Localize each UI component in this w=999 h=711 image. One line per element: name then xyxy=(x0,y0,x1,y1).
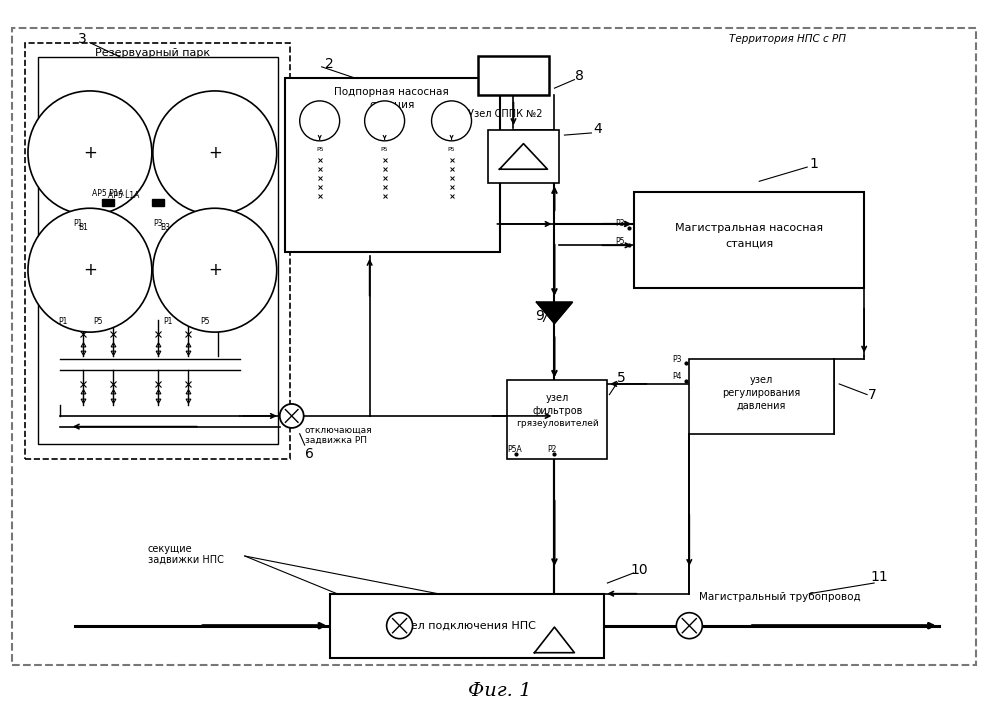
Circle shape xyxy=(153,208,277,332)
Text: Территория НПС с РП: Территория НПС с РП xyxy=(729,34,846,44)
Polygon shape xyxy=(534,627,574,653)
Circle shape xyxy=(280,404,304,428)
Text: задвижки НПС: задвижки НПС xyxy=(148,555,224,565)
Polygon shape xyxy=(102,199,114,206)
Text: Магистральная насосная: Магистральная насосная xyxy=(675,223,823,232)
Polygon shape xyxy=(536,302,572,324)
Text: Р5: Р5 xyxy=(448,146,456,152)
Text: отключающая: отключающая xyxy=(305,426,373,434)
Text: 6: 6 xyxy=(306,447,314,461)
Bar xyxy=(634,192,864,288)
Text: 5: 5 xyxy=(617,371,625,385)
Text: 2: 2 xyxy=(326,57,334,71)
Text: 1: 1 xyxy=(810,156,818,171)
Text: Р1: Р1 xyxy=(58,317,68,326)
Text: Р1: Р1 xyxy=(73,220,83,228)
Text: Фиг. 1: Фиг. 1 xyxy=(468,682,531,700)
Text: Р5: Р5 xyxy=(93,317,103,326)
Text: 10: 10 xyxy=(630,563,648,577)
Text: узел: узел xyxy=(545,393,569,403)
Text: +: + xyxy=(83,144,97,162)
Text: Р3: Р3 xyxy=(671,355,681,363)
Text: 7: 7 xyxy=(868,387,876,402)
Text: Р5: Р5 xyxy=(614,237,624,246)
Text: Р5: Р5 xyxy=(200,317,210,326)
Text: +: + xyxy=(208,261,222,279)
Bar xyxy=(330,594,604,658)
Text: 9: 9 xyxy=(535,309,543,324)
Text: Р1: Р1 xyxy=(163,317,173,326)
Text: 4: 4 xyxy=(593,122,601,137)
Text: Р4: Р4 xyxy=(671,373,681,381)
Text: 3: 3 xyxy=(78,32,86,46)
Circle shape xyxy=(28,208,152,332)
Text: Р1: Р1 xyxy=(316,118,324,124)
Text: Р3: Р3 xyxy=(153,220,163,228)
Text: Узел подключения НПС: Узел подключения НПС xyxy=(398,621,535,631)
Text: АР5 Ĺ1А: АР5 Ĺ1А xyxy=(108,191,140,200)
Bar xyxy=(285,78,500,252)
Circle shape xyxy=(153,91,277,215)
Text: Р5: Р5 xyxy=(316,146,324,152)
Text: +: + xyxy=(83,261,97,279)
Bar xyxy=(507,380,607,459)
Text: секущие: секущие xyxy=(148,544,193,554)
Text: давления: давления xyxy=(736,400,786,410)
Text: Β1: Β1 xyxy=(78,223,88,232)
Text: регулирования: регулирования xyxy=(722,388,800,398)
Text: узел: узел xyxy=(749,375,773,385)
Text: Узел СППК №2: Узел СППК №2 xyxy=(468,109,542,119)
Circle shape xyxy=(387,613,413,638)
Text: +: + xyxy=(208,144,222,162)
Text: Магистральный трубопровод: Магистральный трубопровод xyxy=(699,592,861,602)
Bar xyxy=(488,130,559,183)
Circle shape xyxy=(432,101,472,141)
Text: Р3: Р3 xyxy=(614,220,624,228)
Polygon shape xyxy=(500,144,547,169)
Bar xyxy=(38,57,278,444)
Text: Р2: Р2 xyxy=(547,445,556,454)
Text: грязеуловителей: грязеуловителей xyxy=(516,419,598,427)
Text: станция: станция xyxy=(725,238,773,248)
Text: АР5 Р1А: АР5 Р1А xyxy=(92,189,124,198)
Text: Р1: Р1 xyxy=(381,118,389,124)
Bar xyxy=(478,56,549,95)
Text: Резервуарный парк: Резервуарный парк xyxy=(95,48,210,58)
Bar xyxy=(12,28,976,665)
Circle shape xyxy=(676,613,702,638)
Bar xyxy=(689,359,834,434)
Text: Р5А: Р5А xyxy=(507,445,522,454)
Text: задвижка РП: задвижка РП xyxy=(305,437,367,445)
Text: Β3: Β3 xyxy=(160,223,170,232)
Bar xyxy=(25,43,290,459)
Circle shape xyxy=(300,101,340,141)
Polygon shape xyxy=(152,199,164,206)
Text: фильтров: фильтров xyxy=(532,406,582,416)
Circle shape xyxy=(28,91,152,215)
Text: 8: 8 xyxy=(575,69,583,83)
Circle shape xyxy=(365,101,405,141)
Text: РАС: РАС xyxy=(500,70,527,82)
Text: Р1: Р1 xyxy=(448,118,456,124)
Text: 11: 11 xyxy=(870,570,888,584)
Text: Р5: Р5 xyxy=(381,146,389,152)
Text: Подпорная насосная: Подпорная насосная xyxy=(335,87,449,97)
Text: станция: станция xyxy=(369,100,415,109)
